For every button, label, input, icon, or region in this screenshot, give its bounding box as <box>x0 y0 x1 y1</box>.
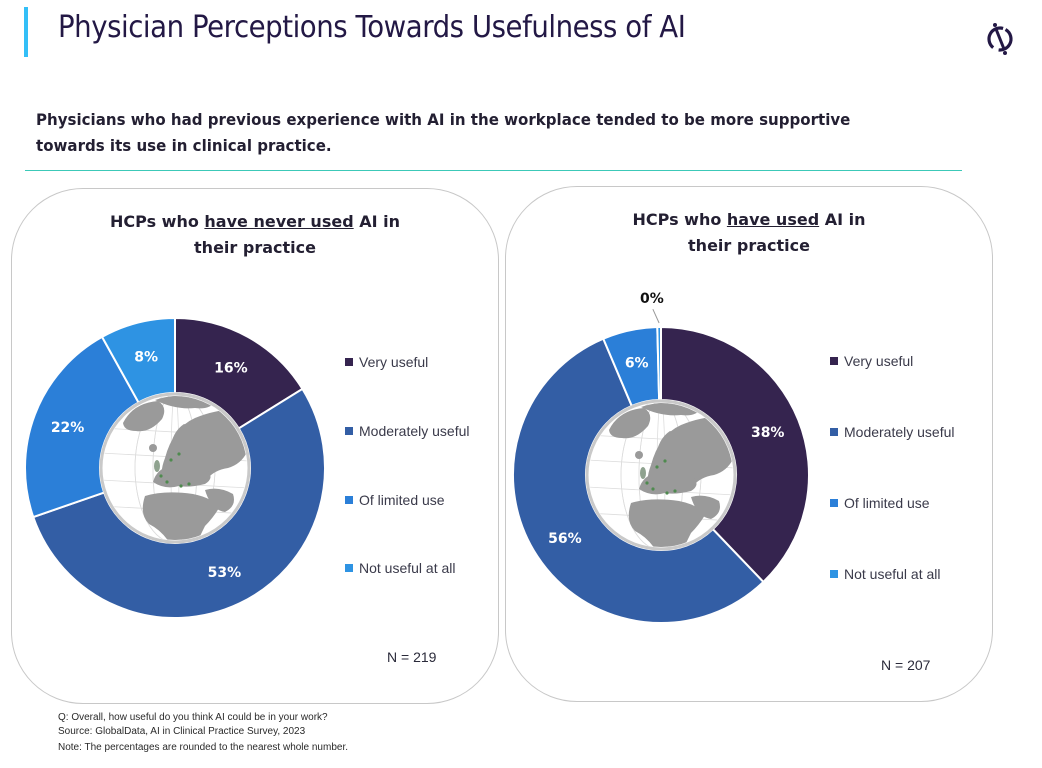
data-label: 0% <box>640 291 664 307</box>
legend-swatch <box>830 570 838 578</box>
legend-item-very-useful: Very useful <box>830 353 913 369</box>
chart-title-emphasis: have used <box>726 210 820 229</box>
legend-label: Of limited use <box>359 492 445 508</box>
data-label: 16% <box>214 361 248 377</box>
legend-label: Very useful <box>359 354 429 370</box>
footer-notes: Q: Overall, how useful do you think AI c… <box>58 711 348 755</box>
chart-title-part: HCPs who <box>110 212 205 231</box>
legend-swatch <box>830 499 838 507</box>
data-label: 38% <box>751 425 785 441</box>
data-label: 8% <box>134 350 158 366</box>
legend-item-moderately-useful: Moderately useful <box>830 424 955 440</box>
legend-label: Moderately useful <box>844 424 955 440</box>
globe-icon <box>585 399 737 551</box>
donut-chart-used: 38% 56% 6% 0% <box>512 291 810 624</box>
section-divider <box>25 170 962 171</box>
legend-swatch <box>830 428 838 436</box>
legend-item-moderately-useful: Moderately useful <box>345 423 470 439</box>
chart-title-part: AI in their practice <box>688 210 866 255</box>
rounding-note: Note: The percentages are rounded to the… <box>58 742 349 753</box>
chart-title-emphasis: have never used <box>204 212 354 231</box>
chart-title-part: AI in their practice <box>194 212 401 257</box>
sample-size-label: N = 207 <box>881 657 931 673</box>
chart-title: HCPs who have never used AI in their pra… <box>12 209 498 261</box>
legend-swatch <box>345 358 353 366</box>
legend-item-of-limited-use: Of limited use <box>345 492 445 508</box>
globe-icon <box>99 392 251 544</box>
legend-label: Of limited use <box>844 495 930 511</box>
legend-label: Very useful <box>844 353 914 369</box>
source-note: Source: GlobalData, AI in Clinical Pract… <box>58 726 306 737</box>
chart-panel-never-used: HCPs who have never used AI in their pra… <box>11 188 499 704</box>
donut-chart-never-used: 16% 53% 22% 8% <box>24 316 326 619</box>
data-label: 6% <box>625 356 649 372</box>
legend-swatch <box>345 427 353 435</box>
page-title: Physician Perceptions Towards Usefulness… <box>58 10 686 45</box>
leader-line <box>652 308 660 324</box>
title-accent-bar <box>24 7 28 57</box>
data-label: 22% <box>51 420 85 436</box>
survey-question: Q: Overall, how useful do you think AI c… <box>58 712 328 723</box>
data-label: 56% <box>548 531 582 547</box>
legend-label: Not useful at all <box>844 566 941 582</box>
globaldata-logo-icon <box>987 23 1013 55</box>
legend-item-of-limited-use: Of limited use <box>830 495 930 511</box>
subtitle: Physicians who had previous experience w… <box>36 110 851 155</box>
legend-item-not-useful-at-all: Not useful at all <box>830 566 941 582</box>
legend-label: Moderately useful <box>359 423 470 439</box>
chart-title: HCPs who have used AI in their practice <box>506 207 992 259</box>
slice-not-useful-at-all <box>656 325 662 402</box>
legend-item-very-useful: Very useful <box>345 354 428 370</box>
data-label: 53% <box>208 565 242 581</box>
legend-label: Not useful at all <box>359 560 456 576</box>
legend-swatch <box>345 496 353 504</box>
legend-swatch <box>345 564 353 572</box>
legend-swatch <box>830 357 838 365</box>
chart-panel-used: HCPs who have used AI in their practice … <box>505 186 993 702</box>
chart-title-part: HCPs who <box>632 210 727 229</box>
sample-size-label: N = 219 <box>387 649 437 665</box>
legend-item-not-useful-at-all: Not useful at all <box>345 560 456 576</box>
